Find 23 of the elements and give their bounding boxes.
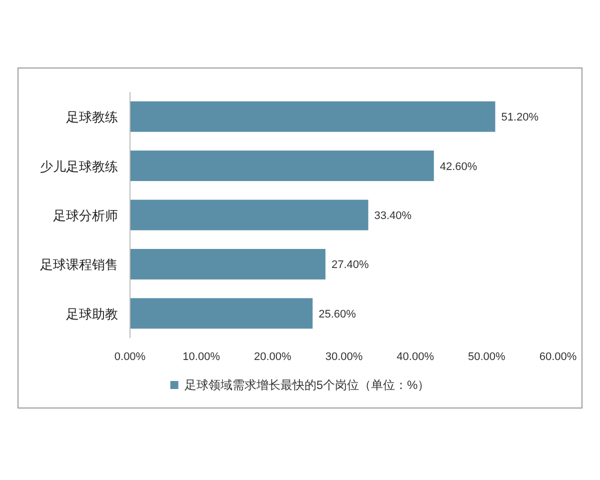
bar xyxy=(130,200,368,230)
data-label: 27.40% xyxy=(331,259,369,272)
x-tick-label: 10.00% xyxy=(182,351,220,363)
bar xyxy=(130,101,496,132)
y-tick-label: 足球课程销售 xyxy=(40,257,118,272)
data-label: 42.60% xyxy=(440,160,478,173)
x-tick-label: 20.00% xyxy=(254,351,292,363)
legend-label: 足球领域需求增长最快的5个岗位（单位：%） xyxy=(184,378,430,392)
bar xyxy=(130,298,313,329)
y-tick-label: 足球分析师 xyxy=(53,208,118,223)
x-tick-label: 0.00% xyxy=(114,351,146,363)
bar xyxy=(130,248,326,280)
data-label: 51.20% xyxy=(501,112,539,124)
y-tick-label: 足球教练 xyxy=(66,110,118,125)
y-tick-label: 足球助教 xyxy=(66,306,118,322)
data-label: 25.60% xyxy=(318,308,356,320)
bar xyxy=(130,150,434,182)
x-tick-label: 60.00% xyxy=(539,351,577,363)
y-tick-label: 少儿足球教练 xyxy=(40,158,118,174)
x-tick-label: 50.00% xyxy=(468,351,506,363)
x-tick-label: 40.00% xyxy=(396,351,434,363)
data-label: 33.40% xyxy=(374,210,412,222)
x-tick-label: 30.00% xyxy=(325,351,363,363)
